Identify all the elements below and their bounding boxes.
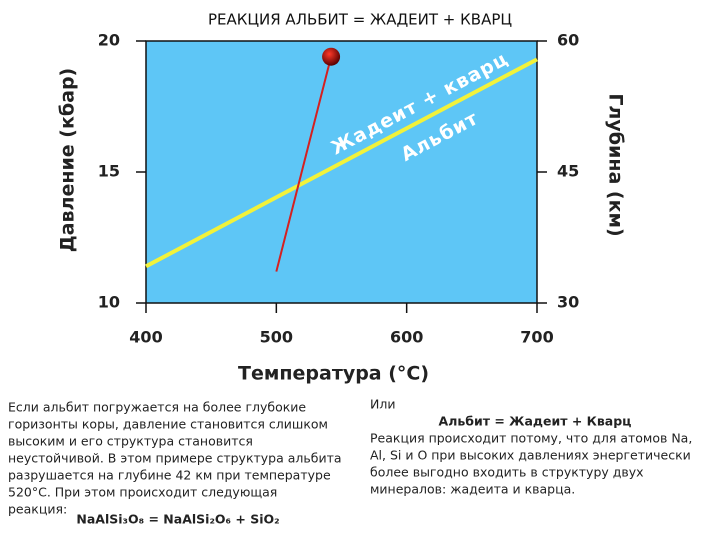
note-line: высоким и его структура становится: [8, 434, 253, 449]
y2-tick-label: 45: [557, 162, 579, 181]
x-tick-label: 500: [260, 328, 293, 347]
y-axis-label: Давление (кбар): [57, 68, 79, 252]
y2-axis-label: Глубина (км): [605, 93, 627, 236]
data-line: [145, 57, 538, 269]
note-line: минералов: жадеита и кварца.: [370, 482, 575, 497]
y-tick-label: 10: [98, 293, 120, 312]
x-tick-label: 600: [390, 328, 423, 347]
x-tick-label: 700: [520, 328, 553, 347]
x-tick-label: 400: [129, 328, 162, 347]
plot-area: [145, 40, 538, 304]
note-line: 520°C. При этом происходит следующая: [8, 485, 277, 500]
note-intro: Или: [370, 397, 395, 412]
note-line: Реакция происходит потому, что для атомо…: [370, 431, 692, 446]
note-line: реакция:: [8, 502, 67, 517]
note-line: неустойчивой. В этом примере структура а…: [8, 451, 342, 466]
y2-tick-label: 60: [557, 31, 579, 50]
y-tick-label: 15: [98, 162, 120, 181]
formula: NaAlSi₃O₈ = NaAlSi₂O₆ + SiO₂: [76, 512, 279, 527]
note-heading: Альбит = Жадеит + Кварц: [439, 414, 632, 429]
note-line: разрушается на глубине 42 км при темпера…: [8, 468, 331, 483]
note-line: Al, Si и O при высоких давлениях энергет…: [370, 448, 691, 463]
data-line: [275, 56, 333, 272]
x-axis-label: Температура (°C): [238, 363, 429, 385]
chart-title: РЕАКЦИЯ АЛЬБИТ = ЖАДЕИТ + КВАРЦ: [208, 11, 512, 29]
y2-tick-label: 30: [557, 293, 579, 312]
note-line: горизонты коры, давление становится слиш…: [8, 417, 328, 432]
y-tick-label: 20: [98, 31, 120, 50]
note-line: более выгодно входить в структуру двух: [370, 465, 644, 480]
end-marker: [322, 47, 341, 66]
note-line: Если альбит погружается на более глубоки…: [8, 400, 306, 415]
